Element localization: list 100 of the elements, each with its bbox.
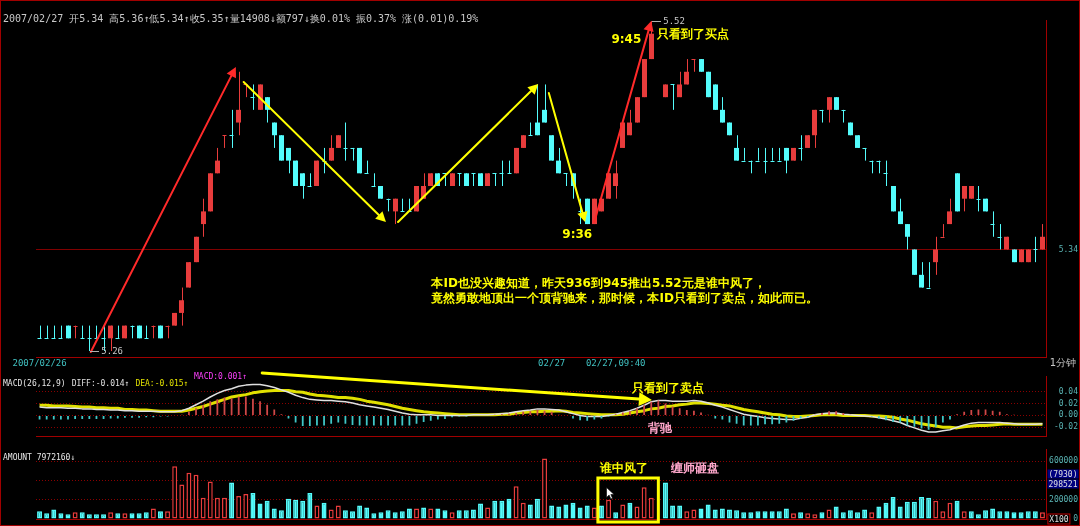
candlestick xyxy=(201,198,206,238)
annotation: 5.52 xyxy=(662,16,685,26)
chart-title: AMOUNT 7972160↓ xyxy=(3,453,76,462)
candlestick xyxy=(720,96,725,124)
text: X100 xyxy=(1047,513,1071,525)
candlestick xyxy=(770,147,775,162)
candlestick xyxy=(670,83,675,111)
candlestick xyxy=(528,122,533,136)
candlestick xyxy=(755,147,760,162)
candlestick xyxy=(798,134,803,162)
candlestick xyxy=(471,172,476,187)
annotation: MACD:0.001↑ xyxy=(194,372,247,381)
x-tick-label: 2007/02/26 xyxy=(12,357,67,368)
candlestick xyxy=(507,160,512,174)
candlestick xyxy=(947,198,952,225)
candlestick xyxy=(87,325,92,352)
candlestick xyxy=(179,287,184,327)
text: DEA:-0.015↑ xyxy=(135,379,189,388)
text: DIFF:-0.014↑ xyxy=(71,379,130,388)
candlestick xyxy=(556,147,561,174)
candlestick xyxy=(300,172,305,200)
candlestick xyxy=(763,147,768,174)
candlestick xyxy=(236,71,241,136)
candlestick xyxy=(329,134,334,162)
annotation: 只看到了卖点 xyxy=(632,379,705,397)
candlestick xyxy=(400,198,405,212)
y-tick-label: 0.00 xyxy=(1058,410,1079,420)
candlestick xyxy=(627,109,632,136)
candlestick xyxy=(841,109,846,124)
candlestick xyxy=(499,160,504,187)
candlestick xyxy=(898,198,903,225)
candlestick xyxy=(115,325,120,339)
annotation: 本ID也没兴趣知道，昨天936到945推出5.52元是谁中风了， xyxy=(431,274,766,291)
candlestick xyxy=(350,147,355,162)
annotation: 只看到了买点 xyxy=(656,25,729,43)
candlestick xyxy=(684,58,689,85)
candlestick xyxy=(144,325,149,339)
candlestick xyxy=(563,172,568,187)
annotation: 9:36 xyxy=(562,227,593,242)
candlestick xyxy=(883,160,888,187)
candlestick xyxy=(492,172,497,187)
ref-line-label: 5.34 xyxy=(1058,244,1079,254)
candlestick xyxy=(919,261,924,289)
annotation: 背驰 xyxy=(647,419,672,437)
candlestick xyxy=(777,147,782,162)
y-tick-label: 600000 xyxy=(1049,456,1079,466)
candlestick xyxy=(535,83,540,136)
y-tick-label: -0.02 xyxy=(1053,422,1079,432)
y-tick-label: 0 xyxy=(1073,514,1079,524)
candlestick xyxy=(734,134,739,162)
candlestick xyxy=(990,210,995,238)
candlestick xyxy=(997,223,1002,250)
chart-subtitle: 2007/02/27 开5.34 高5.36↑低5.34↑收5.35↑量14908↓额797↓换0.01% 振0.37% 涨(0.01)0.19% xyxy=(3,13,479,24)
candlestick xyxy=(691,58,696,73)
candlestick xyxy=(940,223,945,238)
y-tick-label: 200000 xyxy=(1049,494,1079,504)
candlestick xyxy=(222,134,227,149)
candlestick xyxy=(307,172,312,187)
candlestick xyxy=(962,185,967,212)
candlestick xyxy=(457,172,462,187)
annotation: 缠师砸盘 xyxy=(671,459,720,477)
y-tick-label: 0.02 xyxy=(1058,398,1079,408)
candlestick xyxy=(542,83,547,124)
candlestick xyxy=(784,147,789,174)
candlestick xyxy=(371,172,376,187)
candlestick xyxy=(819,109,824,124)
candlestick xyxy=(933,236,938,276)
candlestick xyxy=(862,147,867,162)
candlestick xyxy=(364,160,369,174)
candlestick xyxy=(1033,236,1038,263)
candlestick xyxy=(393,198,398,225)
x-tick-label: 02/27,09:40 xyxy=(585,357,646,368)
candlestick xyxy=(51,325,56,339)
candlestick xyxy=(80,325,85,339)
annotation: 9:45 xyxy=(611,32,642,46)
annotation: 谁中风了 xyxy=(600,459,649,477)
candlestick xyxy=(926,261,931,289)
candlestick xyxy=(229,109,234,149)
candlestick xyxy=(343,122,348,162)
candlestick xyxy=(1040,223,1045,250)
text: 298521 xyxy=(1047,479,1079,489)
y-tick-label: 0.04 xyxy=(1058,386,1079,396)
x-tick-label: 02/27 xyxy=(538,357,566,368)
candlestick xyxy=(286,147,291,174)
candlestick xyxy=(677,71,682,98)
candlestick xyxy=(976,185,981,212)
candlestick xyxy=(613,160,618,200)
candlestick xyxy=(58,325,63,339)
candlestick xyxy=(741,147,746,162)
candlestick xyxy=(827,96,832,124)
candlestick xyxy=(272,122,277,149)
text: (7930) xyxy=(1047,469,1079,479)
candlestick xyxy=(215,147,220,174)
candlestick xyxy=(905,223,910,250)
annotation: 5.26 xyxy=(100,346,124,356)
candlestick xyxy=(250,83,255,111)
chart-title: MACD(26,12,9) xyxy=(3,379,66,388)
text: 1分钟 xyxy=(1049,356,1077,370)
candlestick xyxy=(37,325,42,339)
annotation: 竟然勇敢地顶出一个顶背驰来，那时候，本ID只看到了卖点，如此而已。 xyxy=(431,289,818,307)
